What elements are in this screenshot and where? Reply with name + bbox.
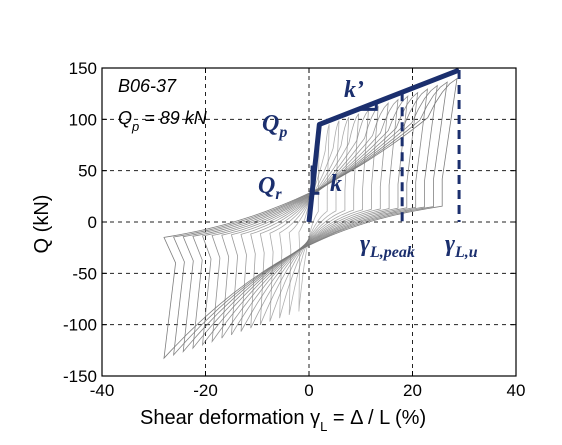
x-tick-label: -40 bbox=[90, 381, 115, 400]
hysteresis-loop bbox=[269, 117, 350, 322]
y-tick-label: 50 bbox=[78, 162, 97, 181]
gamma-u-annotation: γL,u bbox=[445, 231, 478, 261]
hysteresis-loop bbox=[259, 113, 360, 326]
hysteresis-loop bbox=[250, 108, 370, 329]
x-ticks: -40 -20 0 20 40 bbox=[90, 68, 526, 400]
y-ticks: 150 100 50 0 -50 -100 -150 bbox=[63, 59, 516, 386]
hysteresis-loop bbox=[279, 120, 340, 319]
hysteresis-loop bbox=[230, 102, 389, 336]
qp-value-label: Qp = 89 kN bbox=[118, 108, 208, 134]
x-tick-label: 40 bbox=[507, 381, 526, 400]
backbone-model bbox=[306, 67, 461, 223]
qr-annotation: Qr bbox=[258, 173, 282, 203]
specimen-label: B06-37 bbox=[118, 76, 177, 96]
k-prime-slope-triangle bbox=[355, 102, 378, 111]
hysteresis-loop bbox=[201, 91, 419, 347]
hysteresis-loop bbox=[288, 124, 330, 315]
x-tick-label: 0 bbox=[304, 381, 313, 400]
y-tick-label: -150 bbox=[63, 367, 97, 386]
hysteresis-loop bbox=[211, 95, 409, 344]
y-tick-label: 100 bbox=[69, 110, 97, 129]
x-tick-label: 20 bbox=[403, 381, 422, 400]
grid-lines bbox=[102, 68, 516, 376]
hysteresis-loop bbox=[192, 88, 429, 350]
hysteresis-loop bbox=[163, 77, 458, 360]
k-prime-annotation: k’ bbox=[344, 77, 364, 103]
y-tick-label: -100 bbox=[63, 316, 97, 335]
hysteresis-loop bbox=[240, 105, 379, 332]
k-slope-triangle bbox=[310, 165, 320, 195]
hysteresis-loop bbox=[298, 127, 320, 312]
y-tick-label: 0 bbox=[88, 213, 97, 232]
y-axis-label: Q (kN) bbox=[31, 195, 53, 254]
hysteresis-loop bbox=[173, 81, 448, 357]
hysteresis-loop bbox=[221, 98, 399, 339]
x-axis-label: Shear deformation γL = Δ / L (%) bbox=[140, 407, 426, 434]
qp-annotation: Qp bbox=[262, 111, 287, 141]
y-tick-label: -50 bbox=[72, 264, 97, 283]
hysteresis-loop bbox=[182, 84, 438, 353]
y-tick-label: 150 bbox=[69, 59, 97, 78]
gamma-peak-annotation: γL,peak bbox=[360, 231, 415, 261]
k-annotation: k bbox=[330, 171, 342, 197]
hysteresis-loops bbox=[163, 77, 458, 360]
x-tick-label: -20 bbox=[193, 381, 218, 400]
